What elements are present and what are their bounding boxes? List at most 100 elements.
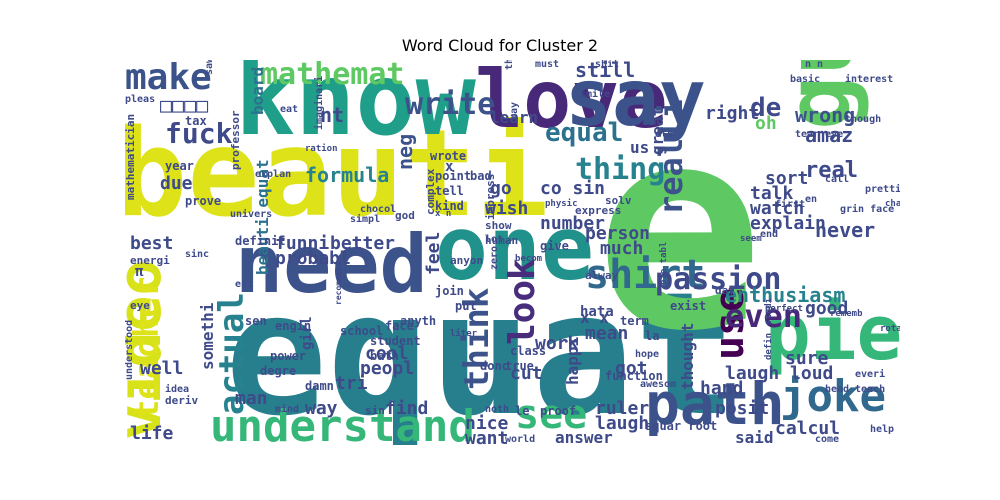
word-99: imaginari <box>314 75 325 130</box>
word-134: bath <box>370 349 399 363</box>
word-61: work <box>535 333 579 354</box>
word-55: best <box>130 233 174 254</box>
word-156: proof <box>540 404 577 418</box>
word-101: pleas <box>125 94 156 105</box>
word-78: laugh loud <box>725 363 834 384</box>
word-7: need <box>235 218 428 311</box>
word-54: due <box>160 173 193 194</box>
word-172: must <box>535 60 560 70</box>
word-166: physic <box>545 199 578 209</box>
word-186: seem <box>740 234 762 244</box>
word-170: may <box>509 101 520 120</box>
word-40: sort <box>765 168 809 189</box>
word-67: man <box>235 388 268 409</box>
word-193: head <box>825 384 850 395</box>
word-29: even <box>725 297 803 335</box>
word-96: year <box>165 159 194 173</box>
word-53: probabl <box>275 248 351 269</box>
word-108: tell <box>435 184 464 198</box>
word-181: pretti <box>865 184 900 195</box>
word-103: eat <box>280 104 299 115</box>
word-167: smile <box>580 89 611 100</box>
word-12: understand <box>210 401 475 446</box>
word-116: complex <box>424 168 437 215</box>
word-152: hope <box>635 349 660 360</box>
word-24: passion <box>655 262 782 297</box>
word-118: god <box>395 209 415 222</box>
word-187: end <box>760 229 779 240</box>
word-176: n n <box>805 60 824 70</box>
word-130: face <box>385 319 414 333</box>
word-0: equat <box>225 256 737 445</box>
word-144: sinc <box>185 249 210 260</box>
word-179: tear eye <box>795 129 844 140</box>
word-129: engin <box>275 319 312 333</box>
word-45: oh <box>755 113 777 134</box>
word-80: posit <box>715 398 770 419</box>
word-43: never <box>815 218 876 242</box>
word-154: true <box>505 359 534 373</box>
word-83: laugh <box>595 413 650 434</box>
word-47: wish <box>485 198 529 219</box>
word-124: zero <box>489 245 500 270</box>
word-81: sure <box>785 348 829 369</box>
word-70: find <box>385 398 429 419</box>
word-102: saw <box>204 60 215 75</box>
word-158: awesom <box>640 379 677 390</box>
word-51: better <box>330 233 396 254</box>
word-17: write <box>405 87 496 122</box>
word-56: feel <box>423 231 444 275</box>
word-16: mathemat <box>260 60 405 92</box>
word-73: got <box>615 358 648 379</box>
word-25: thing <box>575 152 666 187</box>
chart-title: Word Cloud for Cluster 2 <box>401 36 599 55</box>
word-32: still <box>575 60 636 82</box>
word-30: de <box>750 93 782 123</box>
word-39: watch <box>750 198 805 219</box>
word-159: squar root <box>645 419 718 433</box>
word-112: chocol <box>360 204 397 215</box>
word-38: explain <box>750 213 826 234</box>
word-59: learn <box>490 108 539 127</box>
word-115: ration <box>305 144 338 154</box>
word-120: human <box>485 234 519 247</box>
word-125: becom <box>515 254 543 264</box>
word-91: sen <box>245 314 267 328</box>
word-35: nt <box>320 103 345 127</box>
word-52: funni <box>275 233 330 254</box>
word-63: want <box>465 428 509 446</box>
word-165: pie tabl <box>659 241 669 285</box>
word-148: term <box>620 314 649 328</box>
word-82: ruler <box>595 398 650 419</box>
word-196: come <box>815 434 840 445</box>
word-122: give <box>540 239 569 253</box>
word-86: calcul <box>775 418 841 439</box>
word-168: solv <box>605 194 632 207</box>
word-27: fuck <box>165 117 233 150</box>
word-74: mean <box>585 323 629 344</box>
word-131: anyth <box>400 314 437 328</box>
word-142: eye <box>130 299 150 312</box>
word-89: x x <box>580 308 609 327</box>
word-151: day <box>715 284 735 297</box>
word-68: way <box>305 398 338 419</box>
word-126: alway <box>585 269 619 282</box>
word-137: sin <box>365 404 385 417</box>
word-36: formula <box>305 163 390 187</box>
word-161: le <box>515 404 530 418</box>
word-88: us <box>630 138 650 157</box>
word-34: neg <box>393 133 417 170</box>
word-69: tri <box>335 373 368 394</box>
word-185: en <box>805 194 818 205</box>
word-153: class <box>510 344 547 358</box>
word-14: shirt <box>585 252 706 298</box>
word-95: prove <box>185 194 222 208</box>
word-84: answer <box>555 428 613 446</box>
word-48: co sin <box>540 178 606 199</box>
word-22: look <box>502 258 543 345</box>
word-71: life <box>130 423 174 444</box>
word-15: make <box>125 60 212 98</box>
word-157: function <box>605 369 663 383</box>
word-150: exist <box>670 299 707 313</box>
word-127: join <box>435 284 464 298</box>
